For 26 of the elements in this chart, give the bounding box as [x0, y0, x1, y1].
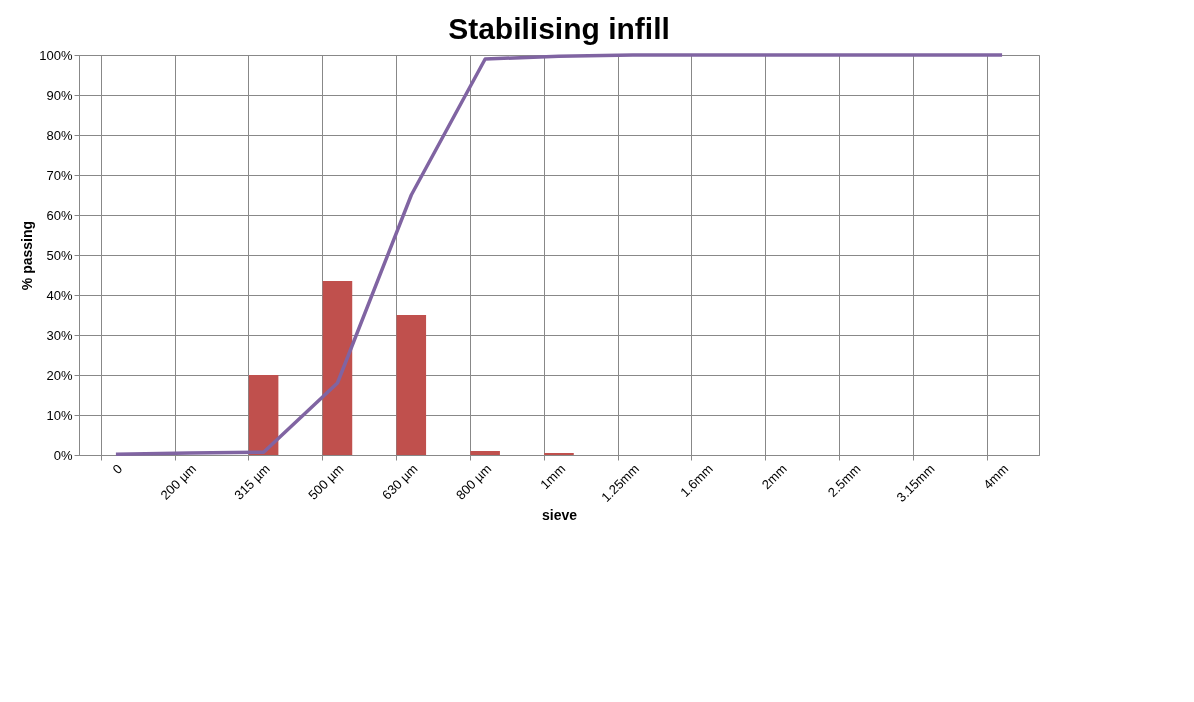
y-tick-label: 70%	[46, 167, 73, 183]
y-axis-title: % passing	[19, 220, 36, 291]
y-tick-label: 10%	[46, 407, 73, 423]
y-tick-label: 40%	[46, 287, 73, 303]
x-tick-label: 200 µm	[157, 461, 199, 503]
x-axis-title: sieve	[541, 506, 578, 523]
x-tick-label: 800 µm	[452, 461, 495, 503]
y-tick-label: 100%	[39, 47, 73, 63]
y-tick-label: 90%	[46, 87, 73, 103]
y-tick-label: 0%	[53, 447, 73, 463]
y-tick-label: 60%	[46, 207, 73, 223]
x-tick-label: 0	[109, 461, 126, 477]
x-tick-label: 630 µm	[379, 461, 421, 503]
bar	[396, 315, 427, 455]
x-tick-label: 315 µm	[231, 461, 273, 503]
y-tick-label: 80%	[46, 127, 73, 143]
y-tick-label: 50%	[46, 247, 73, 263]
line-series	[114, 53, 1004, 456]
x-tick-label: 500 µm	[305, 461, 347, 503]
bar	[248, 375, 279, 455]
chart-title: Stabilising infill	[448, 12, 670, 45]
bar	[470, 451, 500, 455]
y-tick-label: 30%	[46, 327, 73, 343]
bar	[322, 281, 353, 455]
x-tick-label: 4mm	[980, 461, 1012, 493]
y-tick-label: 20%	[46, 367, 73, 383]
